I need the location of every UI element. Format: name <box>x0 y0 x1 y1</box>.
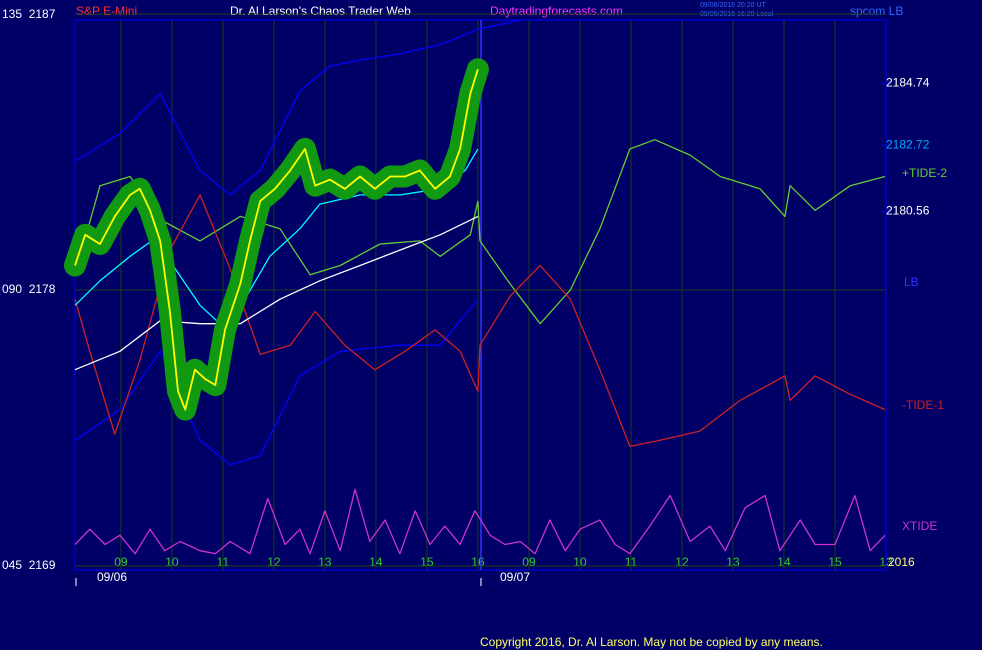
title: Dr. Al Larson's Chaos Trader Web <box>230 4 411 18</box>
x-tick-label: 13 <box>726 555 740 569</box>
y-tick-label: 045 2169 <box>2 558 56 572</box>
x-tick-label: 15 <box>420 555 434 569</box>
legend-entry: -TIDE-1 <box>902 398 944 412</box>
series-line <box>74 68 479 411</box>
y-tick-label: 135 2187 <box>2 7 56 21</box>
date-label: 09/07 <box>500 570 530 584</box>
series-line <box>74 19 521 196</box>
y2-tick-label: 2182.72 <box>886 137 930 151</box>
site: Daytradingforecasts.com <box>490 4 623 18</box>
y2-tick-label: 2180.56 <box>886 204 930 218</box>
series-line <box>74 139 886 325</box>
x-tick-label: 11 <box>217 555 230 569</box>
y2-tick-label: 2184.74 <box>886 75 930 89</box>
x-tick-label: 13 <box>318 555 332 569</box>
series-line <box>74 215 479 371</box>
x-tick-label: 14 <box>369 555 383 569</box>
series-line <box>74 488 886 555</box>
copyright: Copyright 2016, Dr. Al Larson. May not b… <box>480 635 823 649</box>
x-tick-label: 16 <box>471 555 485 569</box>
x-tick-label: 09 <box>114 555 128 569</box>
legend-entry: XTIDE <box>902 519 937 533</box>
symbol: S&P E-Mini <box>76 4 137 18</box>
series-line <box>74 148 479 325</box>
series-line <box>74 194 886 448</box>
legend-entry: +TIDE-2 <box>902 166 947 180</box>
x-tick-label: 12 <box>675 555 689 569</box>
x-tick-label: 09 <box>522 555 536 569</box>
x-tick-label: 15 <box>828 555 842 569</box>
annotation: 2016 <box>888 555 915 569</box>
x-tick-label: 12 <box>267 555 281 569</box>
y-tick-label: 090 2178 <box>2 282 56 296</box>
x-tick-label: 11 <box>625 555 638 569</box>
x-tick-label: 10 <box>573 555 587 569</box>
date-label: 09/06 <box>97 570 127 584</box>
chart-name: spcom LB <box>850 4 903 18</box>
annotation: LB <box>904 275 919 289</box>
time-ut: 09/06/2016 20:20 UT <box>700 2 766 9</box>
x-tick-label: 10 <box>165 555 179 569</box>
x-tick-label: 14 <box>777 555 791 569</box>
